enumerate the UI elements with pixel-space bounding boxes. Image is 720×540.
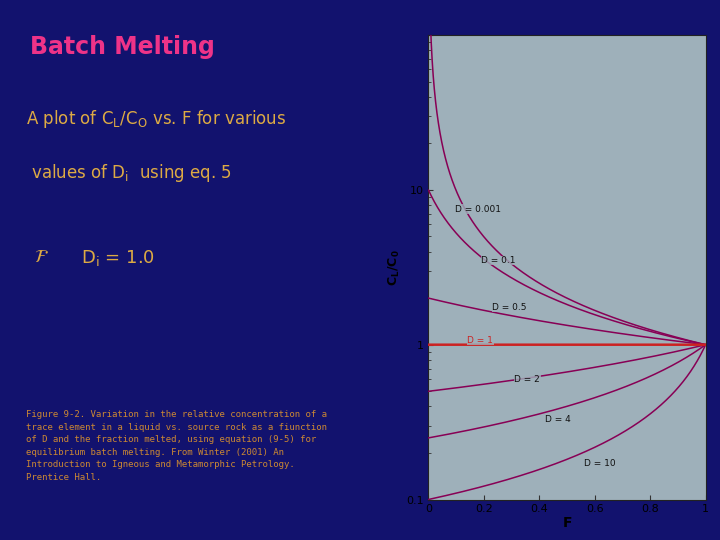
Text: D = 4: D = 4: [545, 415, 570, 424]
Text: D = 0.001: D = 0.001: [455, 205, 500, 214]
Y-axis label: $\mathbf{C_L/C_0}$: $\mathbf{C_L/C_0}$: [387, 249, 402, 286]
Text: D = 0.5: D = 0.5: [492, 302, 526, 312]
Text: values of $\mathrm{D_i}$  using eq. 5: values of $\mathrm{D_i}$ using eq. 5: [26, 162, 232, 184]
Text: D = 1: D = 1: [467, 336, 493, 345]
Text: D = 2: D = 2: [514, 375, 540, 383]
X-axis label: F: F: [562, 516, 572, 530]
Text: D = 10: D = 10: [584, 460, 616, 468]
Text: $\mathcal{F}$: $\mathcal{F}$: [35, 248, 49, 266]
Text: D = 0.1: D = 0.1: [481, 256, 516, 265]
Text: $\mathrm{D_i}$ = 1.0: $\mathrm{D_i}$ = 1.0: [81, 248, 156, 268]
Text: Batch Melting: Batch Melting: [30, 35, 215, 59]
Text: A plot of $\mathrm{C_L/C_O}$ vs. F for various: A plot of $\mathrm{C_L/C_O}$ vs. F for v…: [26, 108, 286, 130]
Text: Figure 9-2. Variation in the relative concentration of a
trace element in a liqu: Figure 9-2. Variation in the relative co…: [26, 410, 327, 482]
